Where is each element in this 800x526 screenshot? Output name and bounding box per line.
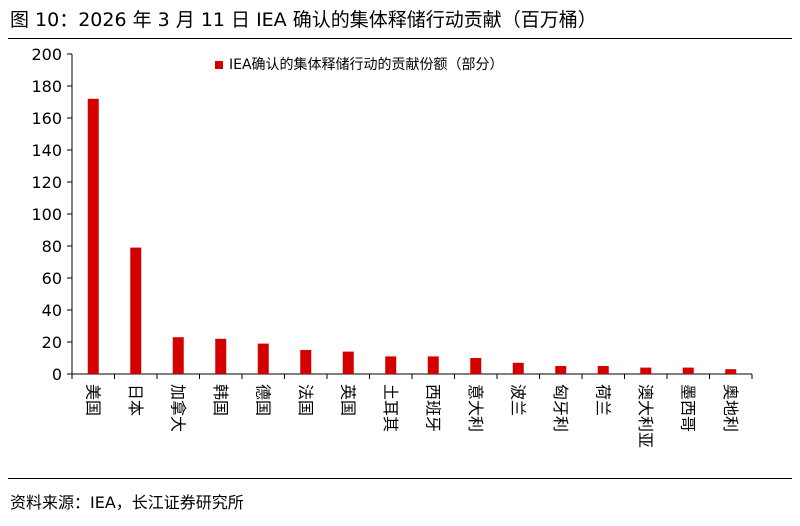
bar xyxy=(342,351,354,374)
category-label: 英国 xyxy=(338,384,357,416)
bar xyxy=(300,350,312,374)
category-label: 意大利 xyxy=(466,384,485,432)
category-label: 美国 xyxy=(83,384,102,416)
bar xyxy=(385,356,397,374)
category-label: 加拿大 xyxy=(168,384,187,432)
y-tick-label: 100 xyxy=(31,205,62,224)
bar xyxy=(470,358,482,374)
y-tick-label: 160 xyxy=(31,109,62,128)
y-tick-label: 60 xyxy=(42,269,62,288)
category-label: 奥地利 xyxy=(721,384,740,432)
bar xyxy=(725,369,737,374)
source-divider xyxy=(8,478,792,479)
y-axis: 0 20 40 60 80 100 120 140 160 180 200 xyxy=(31,45,73,384)
bar xyxy=(87,98,99,375)
category-label: 匈牙利 xyxy=(551,384,570,432)
bar xyxy=(512,362,524,374)
bar xyxy=(640,367,652,374)
y-tick-label: 180 xyxy=(31,77,62,96)
figure-title: 图 10：2026 年 3 月 11 日 IEA 确认的集体释储行动贡献（百万桶… xyxy=(10,9,597,31)
bars xyxy=(87,98,737,375)
bar xyxy=(172,337,184,374)
bar xyxy=(257,343,269,374)
legend-label: IEA确认的集体释储行动的贡献份额（部分） xyxy=(229,56,504,73)
category-label: 西班牙 xyxy=(423,384,442,432)
y-tick-label: 120 xyxy=(31,173,62,192)
category-label: 土耳其 xyxy=(381,384,400,432)
category-label: 韩国 xyxy=(211,384,230,416)
category-label: 法国 xyxy=(296,384,315,416)
bar xyxy=(427,356,439,374)
category-label: 德国 xyxy=(253,384,272,416)
y-tick-label: 20 xyxy=(42,333,62,352)
legend: IEA确认的集体释储行动的贡献份额（部分） xyxy=(215,56,504,73)
y-tick-label: 200 xyxy=(31,45,62,64)
legend-swatch xyxy=(215,61,223,69)
bar xyxy=(682,367,694,374)
y-tick-label: 0 xyxy=(52,365,62,384)
bar xyxy=(597,366,609,374)
bar xyxy=(555,366,567,374)
bar xyxy=(215,338,227,374)
source-note: 资料来源：IEA，长江证券研究所 xyxy=(10,493,244,512)
y-tick-label: 40 xyxy=(42,301,62,320)
category-label: 波兰 xyxy=(508,384,527,416)
category-label: 澳大利亚 xyxy=(636,384,655,448)
category-labels: 美国 日本 加拿大 韩国 德国 法国 英国 土耳其 西班牙 意大利 波兰 匈牙利 荷兰 澳大利亚 墨西哥 奥地… xyxy=(83,384,740,448)
bar-chart: 0 20 40 60 80 100 120 140 160 180 200 美国 日本 加拿大 韩国 德国法… xyxy=(31,45,753,448)
bar xyxy=(130,247,142,374)
category-label: 日本 xyxy=(126,384,145,416)
x-axis xyxy=(71,373,753,379)
category-label: 墨西哥 xyxy=(678,384,697,432)
category-label: 荷兰 xyxy=(593,384,612,416)
y-tick-label: 80 xyxy=(42,237,62,256)
title-divider xyxy=(8,38,792,39)
y-tick-label: 140 xyxy=(31,141,62,160)
